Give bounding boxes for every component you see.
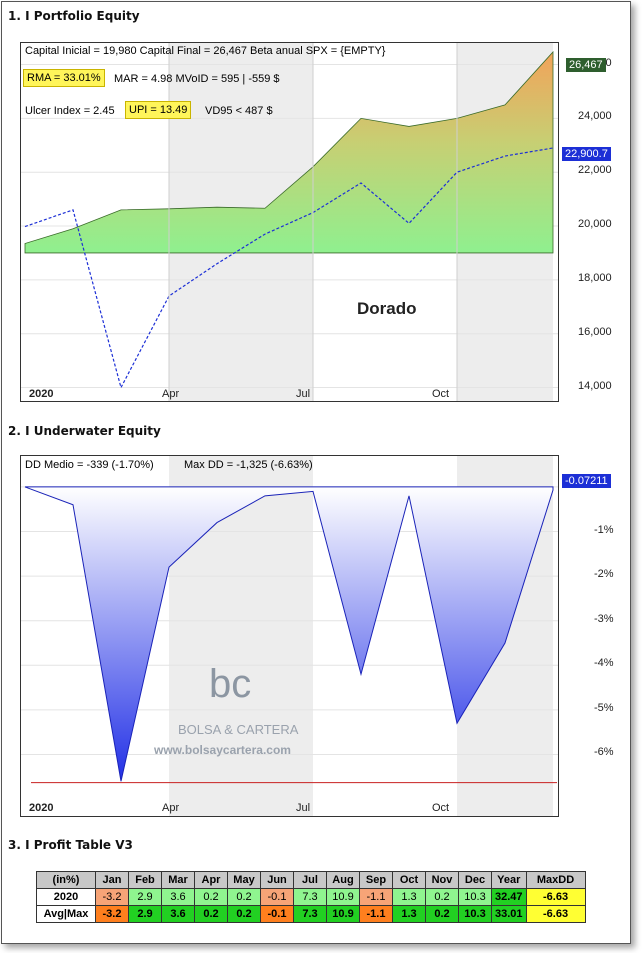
profit-row-label: Avg|Max (36, 905, 96, 923)
underwater-chart (21, 456, 558, 816)
underwater-panel: DD Medio = -339 (-1.70%) Max DD = -1,325… (20, 455, 559, 817)
profit-cell: 1.3 (392, 888, 426, 906)
uw-y-tick-label: -3% (594, 612, 614, 625)
watermark-url: www.bolsaycartera.com (154, 743, 291, 757)
profit-cell: 2.9 (128, 905, 162, 923)
equity-panel: Capital Inicial = 19,980 Capital Final =… (20, 42, 559, 402)
equity-section-title: 1. I Portfolio Equity (8, 9, 140, 23)
upi-highlight: UPI = 13.49 (125, 101, 192, 119)
watermark-logo: bc (209, 662, 252, 706)
eq-y-tick-label: 22,000 (578, 164, 612, 177)
profit-column-header: Oct (392, 871, 426, 889)
x-tick-oct: Oct (432, 388, 450, 400)
profit-cell: 3.6 (161, 905, 195, 923)
uw-y-tick-label: -4% (594, 657, 614, 670)
underwater-last-value-tag: -0.07211 (562, 474, 611, 488)
profit-cell: 0.2 (425, 888, 459, 906)
max-dd-stat: Max DD = -1,325 (-6.63%) (184, 459, 313, 471)
uw-x-tick-apr: Apr (162, 802, 180, 814)
uw-y-tick-label: -2% (594, 568, 614, 581)
profit-column-header: (in%) (36, 871, 96, 889)
profit-column-header: Jun (260, 871, 294, 889)
profit-cell: -3.2 (95, 905, 129, 923)
profit-column-header: Dec (458, 871, 492, 889)
profit-column-header: Feb (128, 871, 162, 889)
uw-y-tick-label: -5% (594, 701, 614, 714)
uw-x-tick-oct: Oct (432, 802, 450, 814)
profit-cell: 10.9 (326, 905, 360, 923)
profit-cell: 0.2 (425, 905, 459, 923)
equity-chart (21, 43, 558, 401)
rma-highlight: RMA = 33.01% (23, 69, 105, 87)
profit-cell: -6.63 (525, 888, 586, 906)
eq-y-tick-label: 16,000 (578, 325, 612, 338)
eq-y-tick-label: 14,000 (578, 379, 612, 392)
uw-x-tick-2020: 2020 (29, 802, 54, 814)
profit-column-header: Mar (161, 871, 195, 889)
x-tick-2020: 2020 (29, 388, 54, 400)
benchmark-last-value-tag: 22,900.7 (562, 147, 611, 161)
profit-cell: 10.3 (458, 888, 492, 906)
mar-mvoid-stat: MAR = 4.98 MVoID = 595 | -559 $ (114, 73, 280, 85)
x-tick-apr: Apr (162, 388, 180, 400)
eq-y-tick-label: 18,000 (578, 271, 612, 284)
profit-table-row: 2020 -3.2 2.9 3.6 0.2 0.2 -0.1 7.3 10.9 -1.1 1.3 0.… (36, 888, 586, 906)
equity-stats-line: Capital Inicial = 19,980 Capital Final =… (25, 45, 386, 57)
profit-cell: 3.6 (161, 888, 195, 906)
profit-cell: -3.2 (95, 888, 129, 906)
profit-cell: 0.2 (227, 905, 261, 923)
profit-column-header: Nov (425, 871, 459, 889)
eq-y-tick-label: 24,000 (578, 110, 612, 123)
uw-y-tick-label: -6% (594, 746, 614, 759)
x-tick-jul: Jul (296, 388, 311, 400)
underwater-section-title: 2. I Underwater Equity (8, 424, 161, 438)
profit-cell: 7.3 (293, 905, 327, 923)
profit-cell: 0.2 (227, 888, 261, 906)
profit-column-header: Year (491, 871, 527, 889)
profit-cell: 32.47 (491, 888, 527, 906)
profit-section-title: 3. I Profit Table V3 (8, 838, 133, 852)
profit-table: (in%) Jan Feb Mar Apr May Jun Jul Aug Sep Oct Nov De… (36, 871, 586, 923)
strategy-label: Dorado (357, 299, 417, 318)
profit-cell: -0.1 (260, 905, 294, 923)
profit-cell: -0.1 (260, 888, 294, 906)
profit-column-header: Jan (95, 871, 129, 889)
profit-cell: 1.3 (392, 905, 426, 923)
profit-cell: -6.63 (525, 905, 586, 923)
profit-cell: 7.3 (293, 888, 327, 906)
eq-y-tick-label: 20,000 (578, 218, 612, 231)
profit-column-header: May (227, 871, 261, 889)
profit-column-header: Sep (359, 871, 393, 889)
profit-row-label: 2020 (36, 888, 96, 906)
profit-table-row: Avg|Max -3.2 2.9 3.6 0.2 0.2 -0.1 7.3 10.9 -1.1 1.… (36, 905, 586, 923)
profit-cell: 10.9 (326, 888, 360, 906)
uw-y-tick-label: -1% (594, 523, 614, 536)
profit-column-header: Jul (293, 871, 327, 889)
profit-cell: 33.01 (491, 905, 527, 923)
profit-cell: 0.2 (194, 905, 228, 923)
profit-cell: 2.9 (128, 888, 162, 906)
watermark-name: BOLSA & CARTERA (178, 722, 299, 737)
profit-cell: -1.1 (359, 905, 393, 923)
uw-x-tick-jul: Jul (296, 802, 311, 814)
benchmark-line (24, 147, 554, 390)
profit-column-header: Aug (326, 871, 360, 889)
profit-column-header: Apr (194, 871, 228, 889)
profit-table-header: (in%) Jan Feb Mar Apr May Jun Jul Aug Sep Oct Nov De… (36, 871, 586, 889)
profit-cell: -1.1 (359, 888, 393, 906)
vd95-stat: VD95 < 487 $ (205, 105, 273, 117)
ulcer-index-stat: Ulcer Index = 2.45 (25, 105, 115, 117)
equity-last-value-tag: 26,467 (566, 58, 606, 72)
profit-cell: 0.2 (194, 888, 228, 906)
dd-medio-stat: DD Medio = -339 (-1.70%) (25, 459, 154, 471)
profit-column-header: MaxDD (525, 871, 586, 889)
profit-cell: 10.3 (458, 905, 492, 923)
underwater-area (24, 486, 554, 782)
